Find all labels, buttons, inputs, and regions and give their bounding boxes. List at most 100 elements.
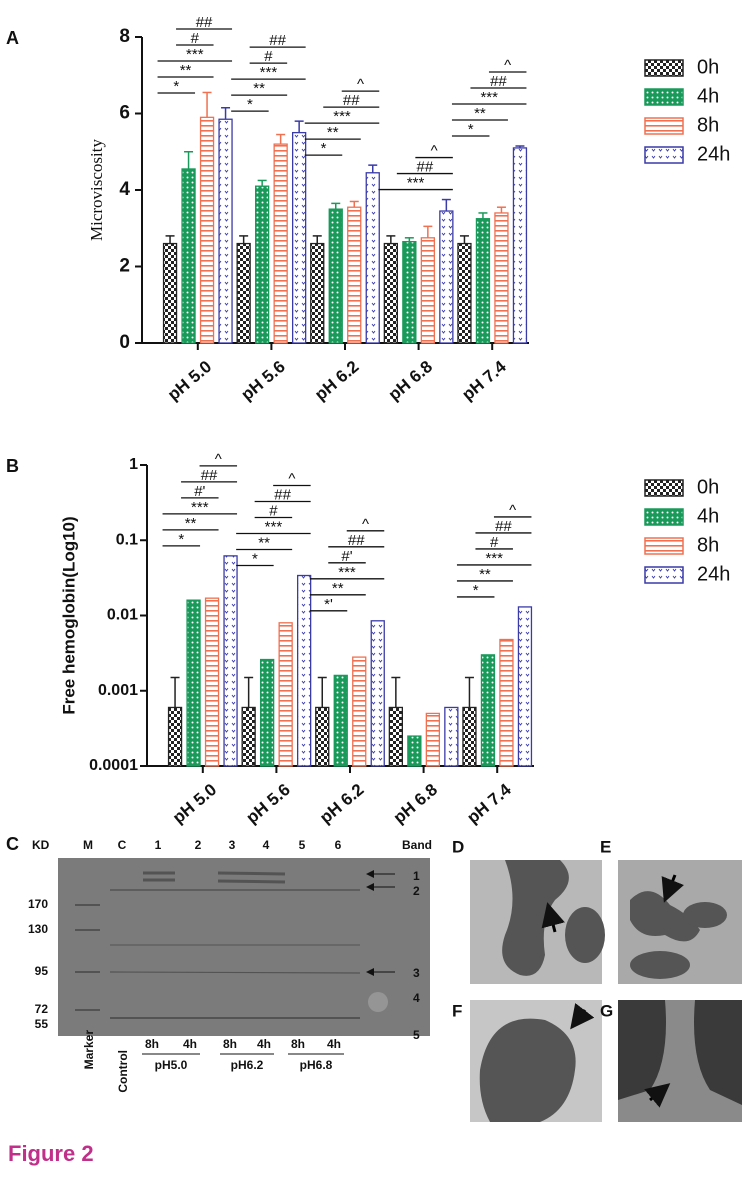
significance-label: ** <box>180 62 192 79</box>
bar <box>402 240 417 344</box>
time-label: 8h <box>223 1037 237 1051</box>
x-tick-label: pH 5.0 <box>169 780 220 827</box>
legend-label: 0h <box>697 56 719 78</box>
significance-label: ## <box>348 532 365 549</box>
kd-header: KD <box>32 838 50 852</box>
significance-label: ^ <box>509 502 516 519</box>
panel-c: C KD Band Marker Control <box>6 834 432 1093</box>
bar <box>462 706 477 767</box>
legend-swatch <box>644 59 684 77</box>
bar <box>278 622 293 767</box>
marker-size: 130 <box>28 922 48 936</box>
significance-label: ## <box>343 92 360 109</box>
lane-label: C <box>118 838 127 852</box>
x-tick-label: pH 5.6 <box>238 357 289 404</box>
bar <box>517 606 533 767</box>
significance-label: #' <box>341 548 352 565</box>
significance-label: ** <box>258 534 270 551</box>
lane-label: 3 <box>229 838 236 852</box>
significance-label: ** <box>253 80 265 97</box>
band-number: 5 <box>413 1028 420 1042</box>
bar <box>352 656 367 767</box>
bar <box>407 735 422 767</box>
lane-label: 2 <box>195 838 202 852</box>
bar <box>296 574 312 767</box>
lane-label: 6 <box>335 838 342 852</box>
bar <box>204 597 220 767</box>
significance-label: #' <box>194 483 205 500</box>
significance-label: *** <box>265 518 283 535</box>
y-tick-label: 4 <box>119 179 130 200</box>
significance-label: ## <box>201 467 218 484</box>
bar <box>365 172 380 344</box>
time-label: 8h <box>145 1037 159 1051</box>
bar <box>480 654 496 767</box>
bar <box>475 218 491 344</box>
significance-label: # <box>490 534 499 551</box>
significance-label: * <box>247 96 253 113</box>
y-tick-label: 0.1 <box>116 531 138 548</box>
time-label: 8h <box>291 1037 305 1051</box>
time-label: 4h <box>327 1037 341 1051</box>
significance-label: # <box>269 502 278 519</box>
bar <box>310 242 325 344</box>
group-label: pH5.0 <box>155 1058 188 1072</box>
significance-label: * <box>321 140 327 157</box>
marker-size: 170 <box>28 897 48 911</box>
y-tick-label: 6 <box>119 103 130 124</box>
x-tick-label: pH 6.2 <box>311 357 362 404</box>
gel-bands <box>75 871 361 1019</box>
y-tick-label: 0 <box>119 332 130 353</box>
legend-label: 24h <box>697 143 730 165</box>
significance-label: ^ <box>215 451 222 468</box>
bar <box>254 185 270 344</box>
legend-swatch <box>644 479 684 497</box>
significance-label: ## <box>196 14 213 31</box>
legend-label: 8h <box>697 114 719 136</box>
significance-label: * <box>468 121 474 138</box>
significance-label: ** <box>479 566 491 583</box>
significance-label: * <box>178 531 184 548</box>
lane-label: 1 <box>155 838 162 852</box>
legend-label: 4h <box>697 85 719 107</box>
significance-label: ^ <box>362 516 369 533</box>
significance-label: ## <box>274 486 291 503</box>
bar <box>328 208 343 344</box>
y-tick-label: 1 <box>129 456 138 473</box>
significance-label: ** <box>332 580 344 597</box>
bar <box>181 168 196 344</box>
significance-label: ## <box>269 32 286 49</box>
legend-label: 8h <box>697 534 719 556</box>
x-tick-label: pH 6.8 <box>385 357 436 404</box>
figure-label: Figure 2 <box>8 1141 94 1166</box>
significance-label: *** <box>191 499 209 516</box>
significance-label: ## <box>490 73 507 90</box>
time-label: 4h <box>183 1037 197 1051</box>
bar <box>370 620 385 767</box>
group-label: pH6.2 <box>231 1058 264 1072</box>
y-axis-title: Microviscosity <box>87 139 106 241</box>
significance-label: *** <box>480 89 498 106</box>
bar <box>439 210 454 344</box>
x-tick-label: pH 6.8 <box>390 780 441 827</box>
significance-label: *' <box>324 596 333 613</box>
band-header: Band <box>402 838 432 852</box>
significance-label: ^ <box>504 57 511 74</box>
x-tick-label: pH 5.0 <box>164 357 215 404</box>
bar <box>186 599 201 767</box>
panel-label: F <box>452 1001 462 1020</box>
legend-swatch <box>644 537 684 555</box>
significance-label: * <box>473 582 479 599</box>
significance-label: ## <box>417 159 434 176</box>
legend-swatch <box>644 146 684 164</box>
y-tick-label: 0.01 <box>107 607 138 624</box>
significance-label: ^ <box>357 76 364 93</box>
lane-label: 4 <box>263 838 270 852</box>
x-tick-label: pH 5.6 <box>243 780 294 827</box>
legend-label: 24h <box>697 563 730 585</box>
significance-label: * <box>252 550 258 567</box>
significance-label: * <box>173 78 179 95</box>
bar <box>218 118 233 344</box>
